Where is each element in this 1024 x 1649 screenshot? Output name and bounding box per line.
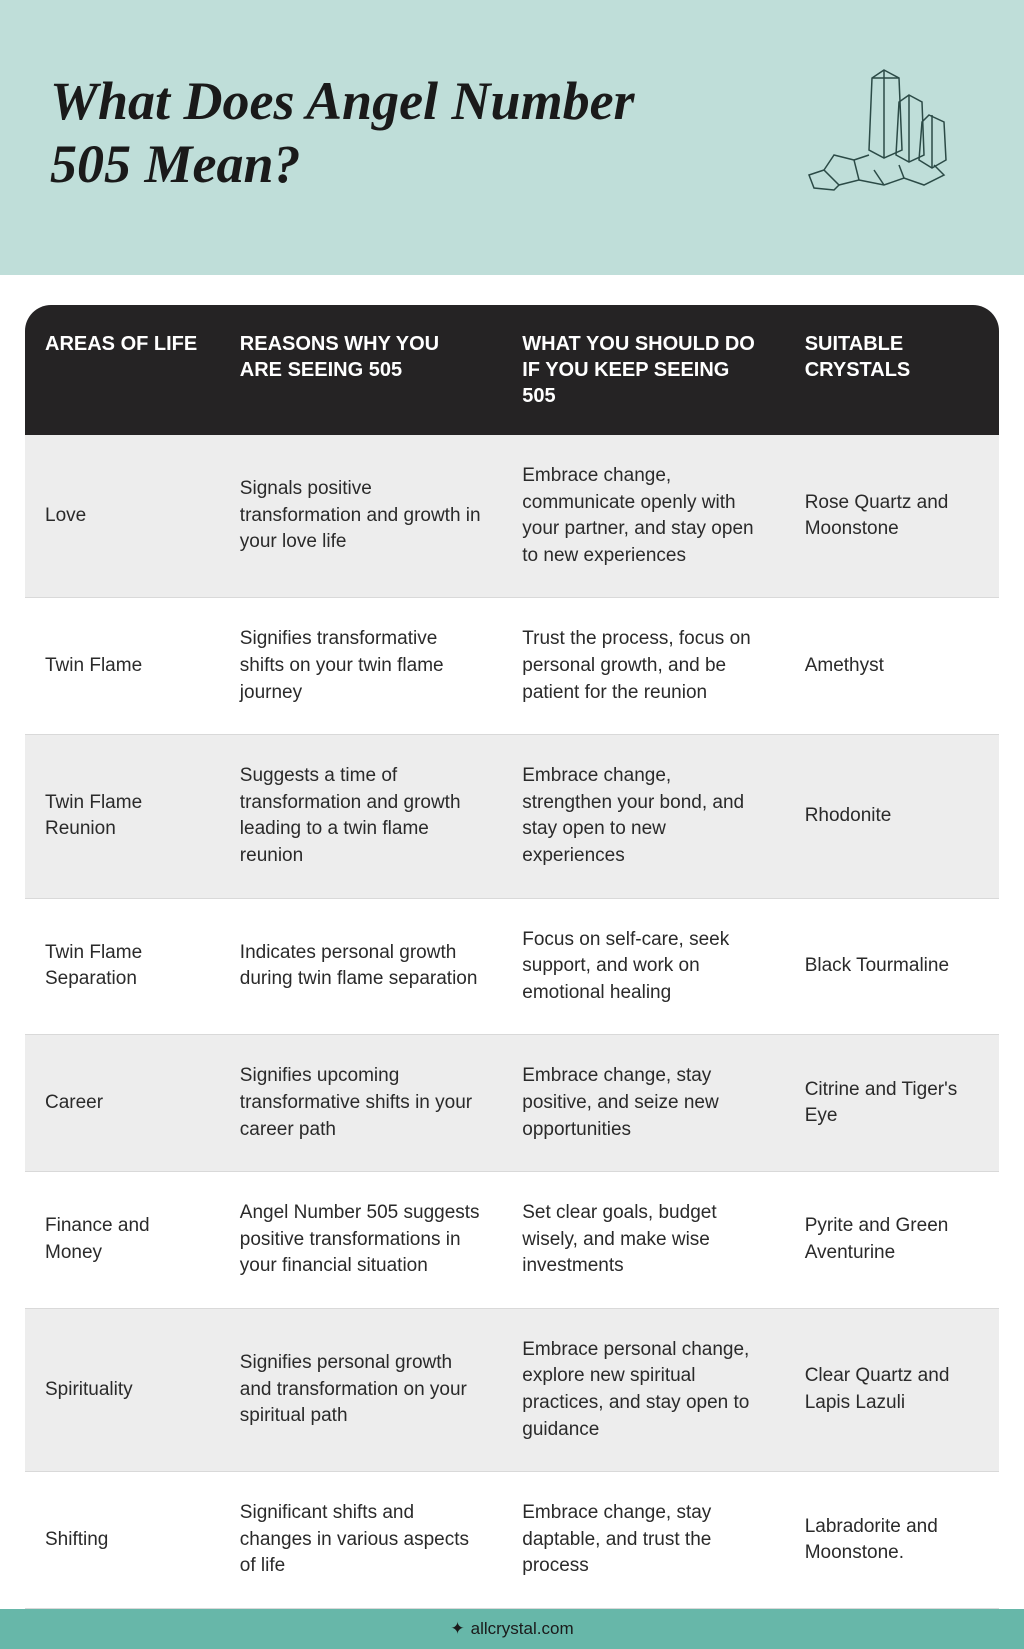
cell-crystals: Citrine and Tiger's Eye: [785, 1035, 999, 1172]
cell-crystals: Amethyst: [785, 598, 999, 735]
col-header-reason: REASONS WHY YOU ARE SEEING 505: [220, 305, 502, 435]
table-row: ShiftingSignificant shifts and changes i…: [25, 1472, 999, 1609]
cell-crystals: Black Tourmaline: [785, 898, 999, 1035]
crystal-icon: [774, 60, 974, 205]
col-header-area: AREAS OF LIFE: [25, 305, 220, 435]
cell-crystals: Pyrite and Green Aventurine: [785, 1172, 999, 1309]
table-container: AREAS OF LIFE REASONS WHY YOU ARE SEEING…: [0, 275, 1024, 1609]
table-row: LoveSignals positive transformation and …: [25, 435, 999, 598]
cell-reason: Suggests a time of transformation and gr…: [220, 735, 502, 898]
cell-reason: Signifies upcoming transformative shifts…: [220, 1035, 502, 1172]
cell-action: Embrace personal change, explore new spi…: [502, 1308, 784, 1471]
cell-reason: Indicates personal growth during twin fl…: [220, 898, 502, 1035]
cell-action: Focus on self-care, seek support, and wo…: [502, 898, 784, 1035]
cell-reason: Signals positive transformation and grow…: [220, 435, 502, 598]
cell-action: Embrace change, communicate openly with …: [502, 435, 784, 598]
table-row: SpiritualitySignifies personal growth an…: [25, 1308, 999, 1471]
cell-area: Career: [25, 1035, 220, 1172]
cell-crystals: Labradorite and Moonstone.: [785, 1472, 999, 1609]
page-title: What Does Angel Number 505 Mean?: [50, 70, 700, 194]
cell-reason: Angel Number 505 suggests positive trans…: [220, 1172, 502, 1309]
cell-reason: Signifies transformative shifts on your …: [220, 598, 502, 735]
table-header-row: AREAS OF LIFE REASONS WHY YOU ARE SEEING…: [25, 305, 999, 435]
footer: ✦ allcrystal.com: [0, 1609, 1024, 1649]
cell-crystals: Rhodonite: [785, 735, 999, 898]
table-row: Twin Flame ReunionSuggests a time of tra…: [25, 735, 999, 898]
cell-action: Set clear goals, budget wisely, and make…: [502, 1172, 784, 1309]
cell-area: Twin Flame: [25, 598, 220, 735]
sparkle-icon: ✦: [450, 1619, 464, 1638]
table-row: Twin FlameSignifies transformative shift…: [25, 598, 999, 735]
table-row: Twin Flame SeparationIndicates personal …: [25, 898, 999, 1035]
table-row: Finance and MoneyAngel Number 505 sugges…: [25, 1172, 999, 1309]
table-row: CareerSignifies upcoming transformative …: [25, 1035, 999, 1172]
cell-reason: Significant shifts and changes in variou…: [220, 1472, 502, 1609]
cell-area: Finance and Money: [25, 1172, 220, 1309]
col-header-crystals: SUITABLE CRYSTALS: [785, 305, 999, 435]
cell-crystals: Clear Quartz and Lapis Lazuli: [785, 1308, 999, 1471]
footer-text: allcrystal.com: [471, 1619, 574, 1638]
cell-area: Shifting: [25, 1472, 220, 1609]
cell-action: Trust the process, focus on personal gro…: [502, 598, 784, 735]
cell-action: Embrace change, stay daptable, and trust…: [502, 1472, 784, 1609]
cell-area: Twin Flame Separation: [25, 898, 220, 1035]
cell-reason: Signifies personal growth and transforma…: [220, 1308, 502, 1471]
cell-area: Spirituality: [25, 1308, 220, 1471]
cell-action: Embrace change, strengthen your bond, an…: [502, 735, 784, 898]
cell-action: Embrace change, stay positive, and seize…: [502, 1035, 784, 1172]
header: What Does Angel Number 505 Mean?: [0, 0, 1024, 275]
cell-crystals: Rose Quartz and Moonstone: [785, 435, 999, 598]
cell-area: Love: [25, 435, 220, 598]
cell-area: Twin Flame Reunion: [25, 735, 220, 898]
col-header-action: WHAT YOU SHOULD DO IF YOU KEEP SEEING 50…: [502, 305, 784, 435]
meaning-table: AREAS OF LIFE REASONS WHY YOU ARE SEEING…: [25, 305, 999, 1609]
